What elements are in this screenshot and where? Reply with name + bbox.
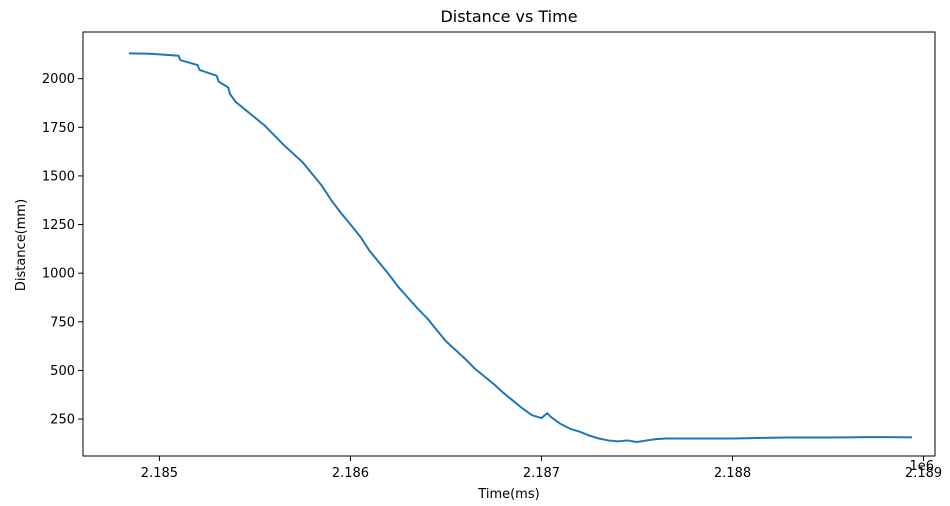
- y-tick-label: 1250: [42, 218, 75, 233]
- y-tick-label: 750: [50, 315, 75, 330]
- x-tick-label: 2.187: [523, 466, 560, 481]
- x-tick-label: 2.186: [332, 466, 369, 481]
- x-axis-ticks: 2.185 2.186 2.187 2.188 2.189: [141, 456, 942, 481]
- y-tick-label: 1000: [42, 267, 75, 282]
- x-tick-label: 2.189: [905, 466, 942, 481]
- y-tick-label: 500: [50, 364, 75, 379]
- x-axis-offset-label: 1e6: [909, 459, 934, 474]
- series-group: [128, 52, 913, 443]
- chart-title: Distance vs Time: [440, 7, 577, 26]
- x-tick-label: 2.185: [141, 466, 178, 481]
- y-tick-label: 250: [50, 413, 75, 428]
- y-tick-label: 2000: [42, 72, 75, 87]
- y-tick-label: 1500: [42, 169, 75, 184]
- plot-frame: [82, 31, 936, 457]
- series-line-distance: [128, 52, 913, 443]
- y-axis-label: Distance(mm): [14, 199, 29, 291]
- y-axis-ticks: 250 500 750 1000 1250 1500 1750 2000: [42, 72, 83, 428]
- x-tick-label: 2.188: [714, 466, 751, 481]
- x-axis-label: Time(ms): [477, 487, 539, 502]
- plot-area: 2.185 2.186 2.187 2.188 2.189 250 500 750 1000 1…: [42, 31, 942, 481]
- y-tick-label: 1750: [42, 121, 75, 136]
